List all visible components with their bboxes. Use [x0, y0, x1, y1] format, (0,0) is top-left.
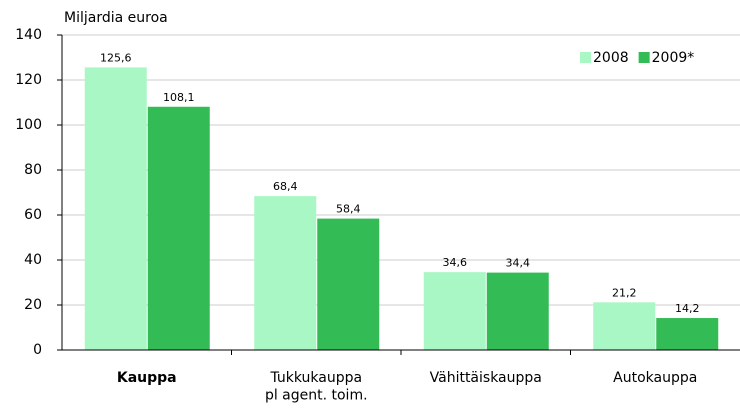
x-tick-label: Tukkukauppa pl agent. toim.	[265, 370, 368, 404]
value-label: 68,4	[273, 180, 298, 193]
value-label: 14,2	[675, 302, 700, 315]
x-tick-label: Vähittäiskauppa	[430, 370, 542, 386]
y-tick-label: 40	[24, 252, 42, 268]
x-tick-label: Autokauppa	[613, 370, 697, 386]
value-label: 125,6	[100, 51, 132, 64]
legend-swatch	[580, 52, 591, 63]
y-tick-label: 60	[24, 207, 42, 223]
bar	[486, 272, 549, 350]
x-tick-label: Kauppa	[117, 370, 177, 386]
bar	[147, 106, 210, 351]
legend-label: 2009*	[652, 50, 695, 66]
axis-title: Miljardia euroa	[64, 10, 168, 26]
bar	[84, 67, 147, 351]
bar	[254, 196, 317, 350]
value-label: 108,1	[163, 91, 195, 104]
bar	[423, 272, 486, 350]
bar	[593, 302, 656, 350]
legend-swatch	[638, 52, 650, 63]
y-tick-label: 20	[24, 297, 42, 313]
bar	[317, 218, 380, 350]
y-tick-label: 80	[24, 162, 42, 178]
value-label: 58,4	[336, 203, 361, 216]
y-tick-label: 100	[15, 117, 42, 133]
y-tick-label: 140	[15, 27, 42, 43]
y-tick-label: 0	[33, 342, 42, 358]
y-tick-label: 120	[15, 72, 42, 88]
value-label: 21,2	[612, 286, 637, 299]
value-label: 34,4	[506, 257, 531, 270]
bar	[656, 318, 719, 350]
legend-label: 2008	[593, 50, 629, 66]
value-label: 34,6	[443, 256, 468, 269]
